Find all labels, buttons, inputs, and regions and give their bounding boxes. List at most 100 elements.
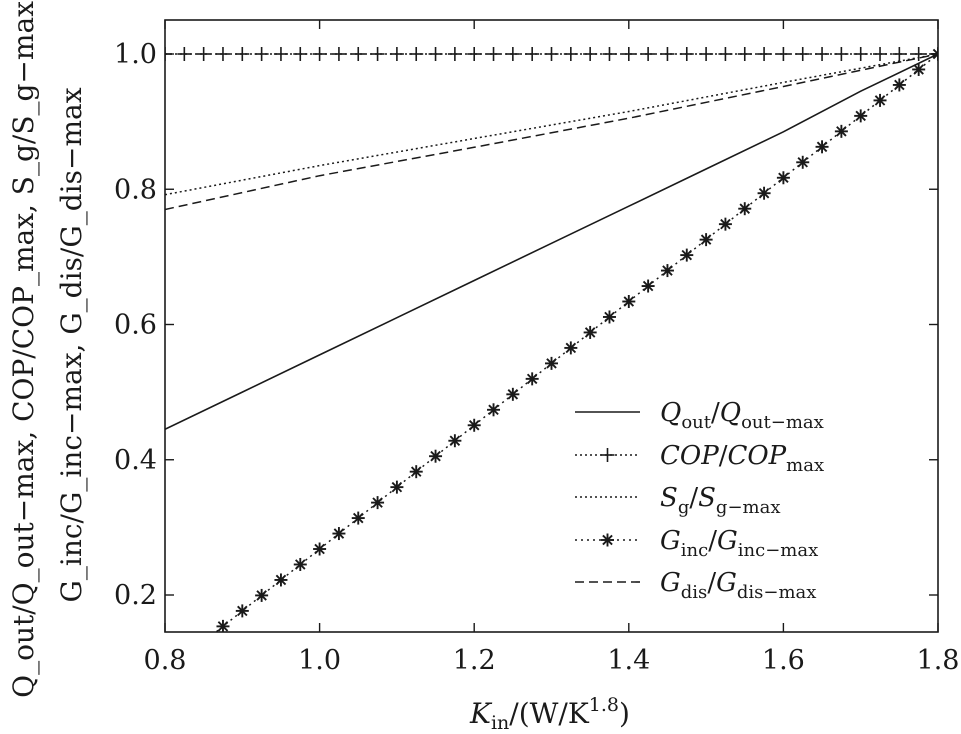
marker-cop: [795, 47, 810, 61]
marker-ginc: [255, 588, 269, 602]
marker-cop: [718, 47, 733, 61]
legend-label-part: G: [716, 568, 737, 598]
marker-ginc: [757, 186, 771, 200]
marker-cop: [563, 47, 578, 61]
series-group: [165, 47, 938, 646]
marker-ginc: [815, 140, 829, 154]
marker-cop: [641, 47, 656, 61]
marker-arm: [836, 126, 847, 137]
marker-arm: [894, 79, 905, 91]
marker-arm: [372, 497, 383, 508]
y-tick-label: 0.2: [114, 580, 157, 611]
marker-ginc: [892, 78, 906, 92]
marker-cop: [447, 47, 462, 61]
legend-item-q: Qout/Qout−max: [575, 398, 824, 433]
marker-cop: [853, 47, 868, 61]
marker-ginc: [796, 155, 810, 169]
legend-label-part: dis: [681, 582, 708, 603]
marker-ginc: [448, 434, 462, 448]
legend-label-part: COP: [727, 441, 786, 471]
legend-label-part: /: [689, 483, 698, 513]
marker-arm: [778, 172, 789, 184]
marker-cop: [602, 47, 617, 61]
marker-cop: [486, 47, 501, 61]
marker-cop: [679, 47, 694, 61]
marker-arm: [256, 590, 267, 601]
marker-ginc: [602, 310, 616, 324]
x-tick-label: 0.8: [144, 645, 187, 676]
marker-ginc: [622, 295, 636, 309]
marker-cop: [873, 47, 888, 61]
marker-cop: [505, 47, 520, 61]
legend-label-part: S: [660, 483, 678, 513]
marker-cop: [660, 47, 675, 61]
legend-label: Qout/Qout−max: [660, 398, 824, 433]
marker-cop: [911, 47, 926, 61]
marker-ginc: [718, 217, 732, 231]
marker-ginc: [351, 511, 365, 525]
legend-label-part: G: [660, 526, 681, 556]
marker-cop: [815, 47, 830, 61]
marker-cop: [389, 47, 404, 61]
marker-ginc: [912, 62, 926, 76]
legend-label-part: g: [678, 497, 690, 518]
marker-arm: [662, 265, 673, 276]
legend-label-part: g−max: [716, 497, 781, 518]
legend-label-part: /: [707, 568, 716, 598]
x-tick-label: 1.6: [762, 645, 805, 676]
y-tick-label: 1.0: [114, 39, 157, 70]
series-line-sg: [165, 53, 938, 196]
legend-label-part: inc−max: [738, 540, 818, 561]
x-tick-label: 1.8: [917, 645, 960, 676]
marker-arm: [410, 466, 422, 477]
marker-arm: [855, 110, 866, 122]
marker-cop: [331, 47, 346, 61]
legend-label-part: G: [660, 568, 681, 598]
legend-label-part: /: [708, 526, 717, 556]
marker-arm: [700, 234, 712, 245]
marker-cop: [351, 47, 366, 61]
marker-arm: [874, 95, 886, 106]
marker-ginc: [409, 465, 423, 479]
marker-ginc: [641, 279, 655, 293]
y-tick-label: 0.8: [114, 174, 157, 205]
legend-item-sg: Sg/Sg−max: [575, 483, 780, 518]
y-tick-label: 0.6: [114, 310, 157, 341]
legend-label-part: inc: [681, 540, 708, 561]
marker-ginc: [583, 325, 597, 339]
marker-ginc: [776, 171, 790, 185]
marker-cop: [834, 47, 849, 61]
legend-label-part: COP: [660, 441, 719, 471]
marker-ginc: [313, 542, 327, 556]
legend-label: Sg/Sg−max: [660, 483, 780, 518]
marker-arm: [642, 280, 654, 292]
legend: Qout/Qout−maxCOP/COPmaxSg/Sg−maxGinc/Gin…: [575, 398, 824, 603]
marker-cop: [215, 47, 230, 61]
legend-label-part: /: [719, 441, 728, 471]
marker-arm: [526, 373, 538, 385]
legend-label-part: Q: [720, 398, 741, 428]
marker-arm: [333, 528, 345, 539]
marker-ginc: [680, 248, 694, 262]
marker-arm: [797, 157, 808, 168]
y-axis-title-line2: G_inc/G_inc−max, G_dis/G_dis−max: [55, 87, 88, 602]
marker-arm: [217, 621, 229, 632]
x-axis-title: Kin/(W/K1.8): [469, 694, 630, 734]
marker-cop: [544, 47, 559, 61]
marker-ginc: [854, 109, 868, 123]
marker-arm: [932, 48, 938, 56]
marker-cop: [177, 47, 192, 61]
marker-arm: [507, 389, 519, 400]
marker-arm: [352, 512, 364, 524]
marker-arm: [546, 358, 557, 369]
marker-ginc: [873, 93, 887, 107]
legend-label: Gdis/Gdis−max: [660, 568, 816, 603]
marker-cop: [467, 47, 482, 61]
marker-arm: [604, 311, 615, 323]
legend-label-part: max: [786, 455, 824, 476]
marker-arm: [199, 637, 208, 646]
marker-ginc: [525, 372, 539, 386]
plot-frame: [164, 19, 939, 633]
marker-cop: [621, 47, 636, 61]
marker-ginc: [506, 387, 520, 401]
